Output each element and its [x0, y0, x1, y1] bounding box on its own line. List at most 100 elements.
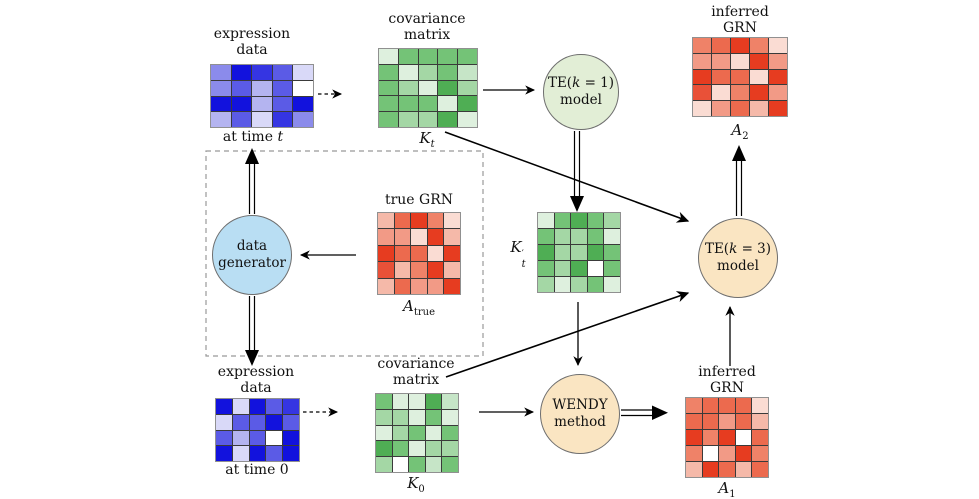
matrix-cell: [376, 457, 392, 472]
matrix-cell: [731, 101, 749, 116]
matrix-cell: [442, 394, 458, 409]
matrix-cell: [554, 229, 571, 244]
matrix-cell: [272, 112, 293, 127]
matrix-cell: [712, 85, 730, 101]
matrix-cell: [378, 262, 394, 278]
matrix-cell: [379, 112, 398, 127]
matrix-cell: [376, 425, 392, 441]
matrix-cell: [458, 112, 477, 127]
matrix-cell: [266, 446, 283, 461]
matrix-cell: [731, 38, 749, 53]
matrix-cell: [735, 462, 752, 477]
matrix-cell: [702, 446, 719, 461]
matrix-cell: [283, 446, 299, 461]
matrix-cell: [418, 49, 438, 64]
matrix-cell: [231, 112, 252, 127]
matrix-cell: [394, 245, 411, 262]
matrix-cell: [735, 398, 752, 413]
covariance-matrix-t-label: covariance matrix: [388, 11, 466, 44]
matrix-cell: [231, 65, 252, 80]
matrix-cell: [587, 245, 604, 260]
matrix-cell: [232, 414, 249, 430]
matrix-cell: [438, 49, 458, 64]
matrix-cell: [398, 112, 418, 127]
matrix-cell: [554, 261, 571, 276]
te-k1-model-node: TE(k = 1) model: [543, 54, 619, 130]
te-k3-model-node: TE(k = 3) model: [698, 218, 778, 298]
matrix-cell: [444, 229, 460, 245]
matrix-cell: [769, 101, 787, 116]
matrix-cell: [411, 229, 427, 245]
double-arrow-te1-to-ktp: [570, 131, 584, 212]
matrix-cell: [409, 457, 425, 472]
matrix-cell: [272, 65, 293, 80]
matrix-cell: [249, 414, 266, 430]
matrix-cell: [750, 101, 768, 116]
double-arrow-te3-to-a2: [732, 145, 746, 216]
matrix-cell: [604, 277, 620, 292]
matrix-cell: [216, 399, 232, 414]
matrix-cell: [693, 38, 711, 53]
matrix-cell: [686, 414, 702, 429]
matrix-cell: [538, 261, 554, 276]
matrix-cell: [211, 96, 231, 112]
matrix-cell: [378, 245, 394, 262]
matrix-cell: [458, 96, 477, 112]
matrix-cell: [252, 96, 272, 112]
matrix-cell: [293, 112, 313, 127]
matrix-cell: [379, 64, 398, 80]
matrix-cell: [571, 229, 587, 244]
matrix-cell: [731, 69, 749, 85]
expression-data-t-label: expression data: [213, 26, 291, 59]
matrix-cell: [394, 213, 411, 229]
matrix-cell: [231, 80, 252, 96]
matrix-cell: [394, 229, 411, 245]
matrix-cell: [752, 446, 768, 461]
a1-symbol: A1: [718, 479, 736, 499]
matrix-cell: [211, 65, 231, 80]
covariance-matrix-ktp: [537, 212, 621, 293]
matrix-cell: [442, 425, 458, 441]
matrix-cell: [398, 96, 418, 112]
matrix-cell: [409, 394, 425, 409]
matrix-cell: [392, 409, 409, 425]
k0-symbol: K0: [407, 474, 425, 495]
matrix-cell: [425, 409, 442, 425]
matrix-cell: [418, 112, 438, 127]
matrix-cell: [719, 430, 735, 445]
matrix-cell: [604, 261, 620, 276]
matrix-cell: [587, 229, 604, 244]
matrix-cell: [604, 229, 620, 244]
inferred-grn-a2-label: inferred GRN: [711, 4, 769, 37]
matrix-cell: [719, 414, 735, 429]
expression-data-t-matrix: [210, 64, 314, 128]
matrix-cell: [712, 101, 730, 116]
matrix-cell: [231, 96, 252, 112]
matrix-cell: [571, 261, 587, 276]
matrix-cell: [752, 398, 768, 413]
matrix-cell: [458, 64, 477, 80]
matrix-cell: [750, 38, 768, 53]
matrix-cell: [769, 38, 787, 53]
matrix-cell: [425, 394, 442, 409]
matrix-cell: [392, 457, 409, 472]
matrix-cell: [458, 80, 477, 96]
matrix-cell: [249, 399, 266, 414]
matrix-cell: [587, 261, 604, 276]
matrix-cell: [752, 462, 768, 477]
matrix-cell: [272, 80, 293, 96]
matrix-cell: [712, 69, 730, 85]
matrix-cell: [587, 277, 604, 292]
matrix-cell: [604, 245, 620, 260]
matrix-cell: [438, 64, 458, 80]
matrix-cell: [252, 112, 272, 127]
inferred-grn-a2-matrix: [692, 37, 788, 117]
matrix-cell: [752, 414, 768, 429]
matrix-cell: [378, 278, 394, 294]
kt-symbol: Kt: [419, 129, 435, 150]
matrix-cell: [458, 49, 477, 64]
matrix-cell: [293, 80, 313, 96]
atrue-symbol: Atrue: [402, 297, 436, 318]
matrix-cell: [752, 430, 768, 445]
